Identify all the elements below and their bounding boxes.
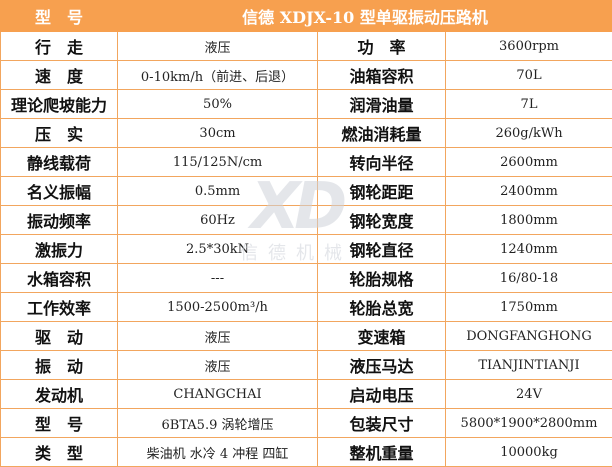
spec-value: 24V bbox=[446, 380, 612, 409]
spec-label: 油箱容积 bbox=[318, 61, 446, 90]
spec-value: 1240mm bbox=[446, 235, 612, 264]
spec-value: 5800*1900*2800mm bbox=[446, 409, 612, 438]
spec-value: 0-10km/h（前进、后退） bbox=[118, 61, 318, 90]
spec-label: 水箱容积 bbox=[1, 264, 118, 293]
spec-value: TIANJINTIANJI bbox=[446, 351, 612, 380]
spec-value: 1800mm bbox=[446, 206, 612, 235]
spec-value: 7L bbox=[446, 90, 612, 119]
spec-value: 3600rpm bbox=[446, 32, 612, 61]
spec-label: 振 动 bbox=[1, 351, 118, 380]
spec-label: 包装尺寸 bbox=[318, 409, 446, 438]
spec-value: 2.5*30kN bbox=[118, 235, 318, 264]
spec-value: 液压 bbox=[118, 32, 318, 61]
spec-value: 6BTA5.9 涡轮增压 bbox=[118, 409, 318, 438]
spec-value: 液压 bbox=[118, 351, 318, 380]
spec-value: 液压 bbox=[118, 322, 318, 351]
spec-label: 驱 动 bbox=[1, 322, 118, 351]
spec-label: 静线载荷 bbox=[1, 148, 118, 177]
spec-value: 2400mm bbox=[446, 177, 612, 206]
spec-label: 轮胎规格 bbox=[318, 264, 446, 293]
spec-value: 1750mm bbox=[446, 293, 612, 322]
spec-label: 类 型 bbox=[1, 438, 118, 467]
spec-label: 速 度 bbox=[1, 61, 118, 90]
spec-value: 260g/kWh bbox=[446, 119, 612, 148]
spec-label: 型 号 bbox=[1, 409, 118, 438]
spec-label: 液压马达 bbox=[318, 351, 446, 380]
spec-value: 16/80-18 bbox=[446, 264, 612, 293]
spec-label: 功 率 bbox=[318, 32, 446, 61]
spec-label: 行 走 bbox=[1, 32, 118, 61]
spec-value: 10000kg bbox=[446, 438, 612, 467]
spec-label: 变速箱 bbox=[318, 322, 446, 351]
spec-value: 50% bbox=[118, 90, 318, 119]
spec-value: CHANGCHAI bbox=[118, 380, 318, 409]
spec-label: 钢轮距距 bbox=[318, 177, 446, 206]
spec-value: 1500-2500m³/h bbox=[118, 293, 318, 322]
spec-value: --- bbox=[118, 264, 318, 293]
spec-label: 转向半径 bbox=[318, 148, 446, 177]
header-row: 型 号 信德 XDJX-10 型单驱振动压路机 bbox=[1, 1, 612, 32]
spec-label: 轮胎总宽 bbox=[318, 293, 446, 322]
spec-label: 整机重量 bbox=[318, 438, 446, 467]
spec-value: 70L bbox=[446, 61, 612, 90]
spec-label: 压 实 bbox=[1, 119, 118, 148]
spec-label: 润滑油量 bbox=[318, 90, 446, 119]
header-label: 型 号 bbox=[1, 1, 118, 32]
spec-label: 启动电压 bbox=[318, 380, 446, 409]
spec-label: 燃油消耗量 bbox=[318, 119, 446, 148]
spec-label: 振动频率 bbox=[1, 206, 118, 235]
spec-value: 柴油机 水冷 4 冲程 四缸 bbox=[118, 438, 318, 467]
spec-label: 钢轮直径 bbox=[318, 235, 446, 264]
spec-value: DONGFANGHONG bbox=[446, 322, 612, 351]
spec-label: 发动机 bbox=[1, 380, 118, 409]
spec-label: 激振力 bbox=[1, 235, 118, 264]
spec-value: 30cm bbox=[118, 119, 318, 148]
spec-label: 名义振幅 bbox=[1, 177, 118, 206]
spec-label: 工作效率 bbox=[1, 293, 118, 322]
header-title: 信德 XDJX-10 型单驱振动压路机 bbox=[118, 1, 612, 32]
spec-value: 115/125N/cm bbox=[118, 148, 318, 177]
spec-value: 0.5mm bbox=[118, 177, 318, 206]
spec-value: 60Hz bbox=[118, 206, 318, 235]
spec-value: 2600mm bbox=[446, 148, 612, 177]
spec-label: 理论爬坡能力 bbox=[1, 90, 118, 119]
spec-label: 钢轮宽度 bbox=[318, 206, 446, 235]
